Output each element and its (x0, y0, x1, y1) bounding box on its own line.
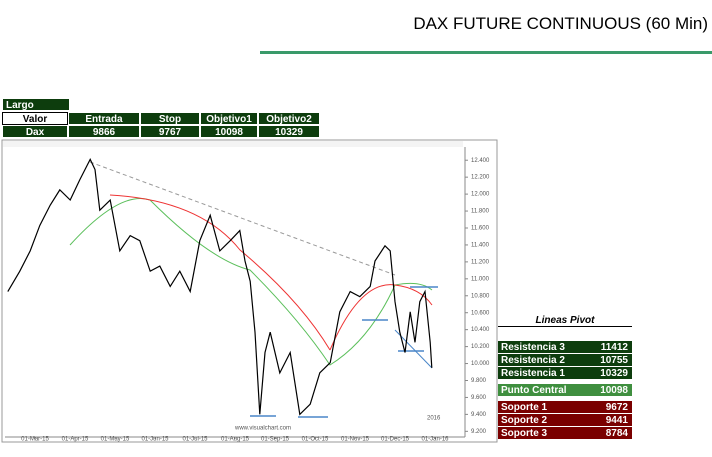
y-tick-label: 9.600 (471, 395, 487, 401)
x-tick-label: 01-Aug-15 (221, 437, 250, 443)
pivot-value: 9441 (605, 415, 628, 426)
y-tick-label: 9.400 (471, 412, 487, 418)
year-label: 2016 (427, 416, 441, 422)
trend-line-blue (394, 329, 433, 369)
y-tick-label: 9.800 (471, 378, 487, 384)
pivot-label: Resistencia 2 (501, 355, 565, 366)
title-rule (260, 51, 712, 54)
plot: 12.400 12.200 12.000 11.800 11.600 11.400 11.2… (7, 158, 490, 443)
y-tick-label: 10.600 (471, 310, 490, 316)
x-tick-label: 01-May-15 (101, 437, 130, 443)
pivot-row: Resistencia 3 11412 (498, 341, 632, 354)
column-header: Stop (140, 112, 200, 125)
y-tick-label: 10.400 (471, 327, 490, 333)
pivot-label: Soporte 3 (501, 428, 548, 439)
x-tick-label: 01-Oct-15 (302, 437, 329, 443)
trend-line (89, 161, 396, 276)
chart-frame (1, 139, 498, 443)
y-tick-label: 10.800 (471, 293, 490, 299)
y-tick-label: 12.200 (471, 175, 490, 181)
x-tick-label: 01-Nov-15 (341, 437, 370, 443)
y-tick-label: 10.000 (471, 361, 490, 367)
y-tick-label: 10.200 (471, 344, 490, 350)
y-tick-label: 9.200 (471, 429, 487, 435)
pivot-value: 9672 (605, 402, 628, 413)
y-tick-label: 12.400 (471, 158, 490, 164)
pivot-row: Resistencia 2 10755 (498, 354, 632, 367)
level-lines (250, 286, 438, 418)
pivot-label: Soporte 1 (501, 402, 548, 413)
pivot-label: Resistencia 3 (501, 342, 565, 353)
pivot-title: Lineas Pivot (498, 315, 632, 327)
pivot-row: Soporte 1 9672 (498, 401, 632, 414)
pivot-row: Punto Central 10098 (498, 384, 632, 397)
pivot-row: Resistencia 1 10329 (498, 367, 632, 380)
y-tick-label: 11.400 (471, 243, 490, 249)
y-tick-label: 11.600 (471, 226, 490, 232)
cell-value: 10098 (200, 125, 258, 138)
position-label: Largo (2, 98, 70, 111)
y-tick-label: 11.800 (471, 209, 490, 215)
pivot-label: Soporte 2 (501, 415, 548, 426)
column-header: Objetivo2 (258, 112, 320, 125)
moving-average-green (69, 198, 433, 366)
pivot-row: Soporte 2 9441 (498, 414, 632, 427)
page-title: DAX FUTURE CONTINUOUS (60 Min) (413, 14, 708, 33)
column-header: Entrada (68, 112, 140, 125)
column-header: Objetivo1 (200, 112, 258, 125)
price-line (7, 158, 433, 416)
x-tick-label: 01-Jan-16 (421, 437, 449, 443)
row-label: Dax (2, 125, 68, 138)
x-tick-label: 01-Jul-15 (182, 437, 208, 443)
y-tick-label: 11.000 (471, 276, 490, 282)
cell-value: 9866 (68, 125, 140, 138)
y-tick-label: 11.200 (471, 259, 490, 265)
x-tick-label: 01-Mar-15 (21, 437, 49, 443)
x-tick-label: 01-Dec-15 (381, 437, 410, 443)
pivot-label: Resistencia 1 (501, 368, 565, 379)
column-header: Valor (2, 112, 68, 125)
moving-average-red (109, 194, 433, 351)
y-tick-label: 12.000 (471, 192, 490, 198)
pivot-value: 11412 (600, 342, 628, 353)
cell-value: 9767 (140, 125, 200, 138)
chart-legend-strip (3, 141, 463, 147)
pivot-label: Punto Central (501, 385, 567, 396)
pivot-value: 10098 (600, 385, 628, 396)
cell-value: 10329 (258, 125, 320, 138)
pivot-value: 8784 (605, 428, 628, 439)
x-tick-label: 01-Jun-15 (141, 437, 169, 443)
x-tick-label: 01-Sep-15 (261, 437, 290, 443)
watermark: www.visualchart.com (234, 426, 291, 432)
pivot-row: Soporte 3 8784 (498, 427, 632, 440)
pivot-value: 10329 (600, 368, 628, 379)
x-tick-label: 01-Apr-15 (62, 437, 89, 443)
pivot-value: 10755 (600, 355, 628, 366)
